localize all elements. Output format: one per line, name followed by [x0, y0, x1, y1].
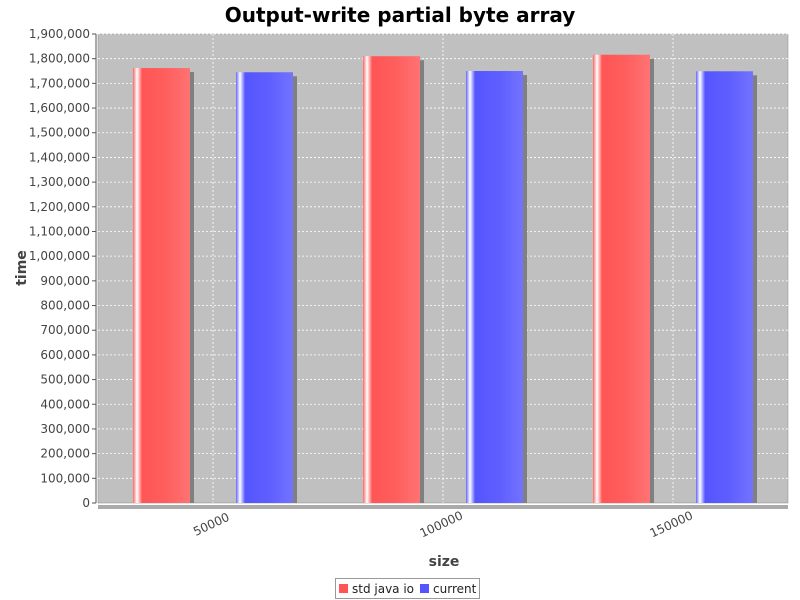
bar-std-java-io-50000 [133, 68, 190, 503]
y-tick-label: 1,600,000 [29, 101, 90, 115]
legend-swatch-current [420, 584, 430, 593]
bar-std-java-io-150000 [593, 54, 650, 503]
y-tick-label: 700,000 [40, 323, 90, 337]
x-axis-title: size [429, 554, 460, 570]
bar-current-50000 [236, 72, 293, 503]
legend-item-std-java-io: std java io [339, 582, 414, 596]
y-tick-label: 400,000 [40, 397, 90, 411]
chart-title: Output-write partial byte array [224, 3, 576, 27]
x-tick-label: 50000 [191, 510, 232, 539]
y-tick-label: 1,300,000 [29, 175, 90, 189]
legend-label-current: current [433, 581, 477, 596]
bar-current-150000 [696, 71, 753, 503]
y-tick-label: 1,700,000 [29, 76, 90, 90]
x-tick-label: 100000 [418, 508, 465, 540]
y-tick-label: 1,900,000 [29, 27, 90, 41]
y-tick-label: 500,000 [40, 373, 90, 387]
gridlines [98, 33, 788, 503]
y-tick-label: 1,400,000 [29, 150, 90, 164]
y-tick-label: 600,000 [40, 348, 90, 362]
y-tick-label: 1,100,000 [29, 224, 90, 238]
y-tick-label: 200,000 [40, 447, 90, 461]
y-tick-label: 1,200,000 [29, 200, 90, 214]
legend-swatch-std-java-io [339, 584, 348, 593]
y-tick-label: 100,000 [40, 471, 90, 485]
x-axis: 50000 100000 150000 [98, 505, 788, 540]
y-axis-title: time [14, 250, 30, 286]
x-tick-label: 150000 [648, 508, 695, 540]
bar-current-100000 [466, 71, 523, 504]
bar-std-java-io-100000 [363, 56, 420, 503]
y-tick-label: 800,000 [40, 299, 90, 313]
legend-label-std-java-io: std java io [352, 581, 415, 596]
y-tick-label: 1,000,000 [29, 249, 90, 263]
bars [133, 54, 753, 504]
legend: std java io current [335, 578, 481, 599]
y-tick-label: 0 [82, 496, 90, 510]
y-tick-label: 300,000 [40, 422, 90, 436]
y-tick-label: 1,800,000 [29, 52, 90, 66]
y-axis: 0 100,000 200,000 300,000 400,000 500,000 600,… [29, 27, 97, 510]
y-tick-label: 1,500,000 [29, 126, 90, 140]
plot-area [97, 33, 789, 504]
legend-item-current: current [420, 582, 476, 596]
y-tick-label: 900,000 [40, 274, 90, 288]
